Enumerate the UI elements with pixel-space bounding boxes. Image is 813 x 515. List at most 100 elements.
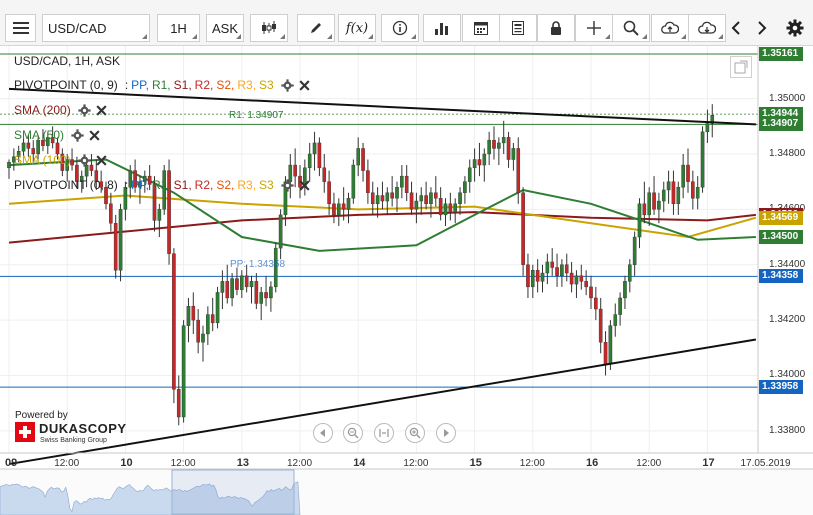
candle-bearish [152, 184, 157, 221]
calendar-button[interactable] [462, 14, 500, 42]
candle-bullish [419, 195, 424, 202]
info-button[interactable] [381, 14, 419, 42]
trendline-lower [8, 338, 757, 466]
chevron-right-icon [758, 21, 767, 35]
pencil-icon [311, 23, 321, 33]
candle-bearish [579, 275, 584, 282]
candle-bearish [477, 159, 482, 166]
time-tick-label: 12:00 [403, 458, 429, 469]
nav-back-button[interactable] [313, 423, 333, 443]
candle-bullish [215, 292, 220, 324]
candle-bullish [21, 142, 26, 152]
candle-bullish [239, 275, 244, 290]
indicators-button[interactable]: f(x) [338, 14, 376, 42]
candle-bearish [26, 142, 31, 149]
close-icon[interactable] [298, 179, 311, 192]
candle-bullish [632, 236, 637, 265]
close-icon[interactable] [88, 129, 101, 142]
close-icon[interactable] [95, 104, 108, 117]
r1-annotation: R1: 1.34907 [229, 110, 284, 121]
close-icon[interactable] [95, 154, 108, 167]
candle-bullish [312, 142, 317, 155]
settings-button[interactable] [781, 14, 809, 42]
gear-icon[interactable] [71, 128, 84, 142]
candle-bearish [526, 264, 530, 288]
legend-r3: R3, [237, 178, 257, 192]
draw-tool-button[interactable] [297, 14, 335, 42]
gear-icon[interactable] [78, 153, 91, 167]
crosshair-button[interactable] [575, 14, 613, 42]
scroll-right-button[interactable] [750, 14, 774, 42]
news-button[interactable] [499, 14, 537, 42]
zoom-button[interactable] [612, 14, 650, 42]
gear-icon[interactable] [281, 78, 294, 92]
sma100-name: SMA (100) [14, 153, 71, 167]
candle-bearish [327, 181, 331, 205]
legend-pivot-2: PIVOTPOINT (0, 8) : PP, R1, S1, R2, S2, … [14, 178, 311, 192]
candle-bearish [89, 164, 94, 171]
side-selector[interactable]: ASK [206, 14, 244, 42]
download-button[interactable] [688, 14, 726, 42]
candle-bearish [317, 142, 322, 169]
period-selector[interactable]: 1H [157, 14, 200, 42]
price-tick-label: 1.33800 [769, 424, 806, 436]
candle-bearish [176, 389, 181, 418]
dropdown-corner-icon [411, 34, 416, 39]
price-tag: 1.35161 [759, 47, 803, 62]
candle-bearish [370, 192, 375, 205]
candle-bearish [409, 192, 414, 210]
sma50-name: SMA (50) [14, 128, 65, 142]
nav-forward-button[interactable] [436, 423, 456, 443]
gear-icon[interactable] [78, 103, 91, 117]
instrument-value: USD/CAD [48, 20, 107, 36]
candle-bearish [550, 261, 554, 268]
dropdown-corner-icon [368, 34, 373, 39]
candle-bearish [594, 297, 598, 310]
scroll-left-button[interactable] [724, 14, 748, 42]
upload-button[interactable] [651, 14, 689, 42]
legend-pivot-1: PIVOTPOINT (0, 9) : PP, R1, S1, R2, S2, … [14, 78, 311, 92]
zoom-out-button[interactable] [343, 423, 363, 443]
legend-s2: S2, [216, 178, 235, 192]
legend-sep: : [124, 78, 129, 92]
price-tag: 1.34907 [759, 117, 803, 132]
time-tick-day: 17 [702, 457, 715, 469]
candle-bearish [332, 203, 336, 216]
maximize-button[interactable] [730, 56, 752, 78]
chart-type-button[interactable] [250, 14, 288, 42]
volume-button[interactable] [423, 14, 461, 42]
candle-bullish [288, 164, 293, 182]
navigator[interactable] [0, 469, 813, 515]
time-tick-label: 12:00 [170, 458, 196, 469]
time-tick-day: 10 [120, 457, 133, 469]
dropdown-corner-icon [192, 34, 197, 39]
maximize-icon [734, 60, 748, 74]
lock-icon [551, 21, 561, 35]
candle-bullish [385, 192, 390, 202]
candle-bullish [608, 325, 613, 365]
side-value: ASK [211, 20, 238, 36]
function-icon: f(x) [345, 20, 369, 36]
calendar-icon [474, 22, 488, 35]
candlestick-icon [262, 21, 276, 34]
candle-bearish [254, 281, 259, 304]
instrument-selector[interactable]: USD/CAD [42, 14, 150, 42]
candle-bullish [186, 306, 191, 326]
price-tag: 1.33958 [759, 380, 803, 395]
zoom-in-button[interactable] [405, 423, 425, 443]
candle-bearish [210, 314, 215, 324]
price-tick-label: 1.34800 [769, 147, 806, 159]
gear-icon[interactable] [281, 178, 294, 192]
dropdown-corner-icon [605, 34, 610, 39]
price-tick-label: 1.34200 [769, 314, 806, 326]
fit-button[interactable] [374, 423, 394, 443]
price-chart[interactable] [0, 46, 813, 515]
close-icon[interactable] [298, 79, 311, 92]
lock-button[interactable] [537, 14, 575, 42]
pivot1-name: PIVOTPOINT (0, 9) [14, 78, 118, 92]
zoom-out-icon [347, 427, 359, 439]
dropdown-corner-icon [236, 34, 241, 39]
period-value: 1H [170, 20, 187, 36]
candle-bearish [293, 164, 297, 177]
menu-button[interactable] [5, 14, 36, 42]
